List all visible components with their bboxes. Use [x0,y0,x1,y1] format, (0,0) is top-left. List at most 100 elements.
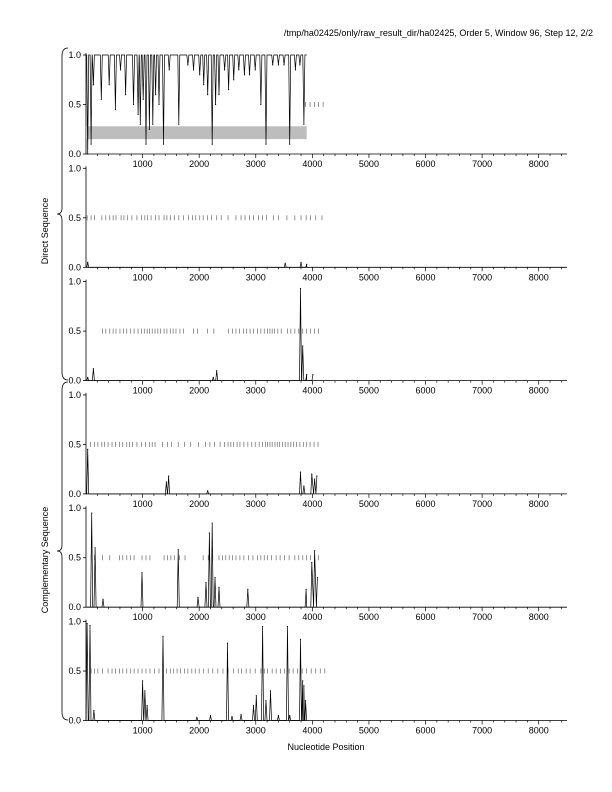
peak-point [238,69,240,71]
x-tick-label: 6000 [416,159,436,169]
peak-point [254,69,256,71]
peak-point [218,586,220,589]
x-tick-label: 7000 [472,386,492,396]
peak-point [142,98,144,101]
x-tick-label: 5000 [359,499,379,509]
peak-point [303,685,305,687]
peak-point [265,700,267,702]
x-tick-label: 1000 [133,612,153,622]
x-tick-label: 4000 [302,612,322,622]
x-tick-label: 8000 [529,726,549,736]
peak-point [294,69,296,71]
x-tick-label: 8000 [529,499,549,509]
peak-point [196,716,198,719]
x-tick-label: 7000 [472,159,492,169]
x-tick-label: 5000 [359,386,379,396]
y-tick-label: 0.5 [68,553,81,563]
x-tick-label: 3000 [246,726,266,736]
figure-header: /tmp/ha02425/only/raw_result_dir/ha02425… [283,28,593,38]
y-tick-label: 0.0 [68,489,81,499]
peak-point [316,475,318,477]
peak-point [146,705,148,707]
peak-point [300,261,302,263]
peak-point [119,69,122,71]
signal-line [86,262,308,268]
y-tick-label: 0.0 [68,149,81,159]
peak-point [93,710,95,712]
x-tick-label: 6000 [416,612,436,622]
peak-point [233,79,235,81]
signal-line [86,449,318,495]
panel-5: 0.0 0.5 1.0 1000 2000 3000 4000 5000 6000 7000 800… [68,503,567,622]
x-tick-label: 6000 [416,272,436,282]
peak-point [114,108,117,111]
shaded-band [86,126,307,140]
peak-point [314,478,316,480]
peak-point [102,598,104,600]
peak-point [311,562,313,564]
x-tick-label: 1000 [133,272,153,282]
x-tick-label: 3000 [246,386,266,396]
peak-point [302,680,304,682]
peak-point [247,588,249,590]
peak-point [203,84,205,86]
peak-point [211,143,213,145]
y-tick-label: 0.5 [68,213,81,223]
peak-point [132,103,135,106]
panel-4: 0.0 0.5 1.0 1000 2000 3000 4000 5000 6000 7000 800… [68,390,567,509]
y-tick-label: 0.0 [68,716,81,726]
peak-point [284,262,286,264]
y-tick-label: 0.0 [68,262,81,272]
y-tick-label: 0.0 [68,602,81,612]
peak-point [209,714,212,717]
peak-point [187,64,189,66]
x-tick-label: 7000 [472,272,492,282]
peak-point [141,680,144,682]
x-tick-label: 5000 [359,726,379,736]
x-tick-label: 1000 [133,386,153,396]
peak-point [212,377,214,379]
peak-point [255,695,257,697]
group-label-direct: Direct Sequence [40,197,50,265]
peak-point [303,123,305,125]
peak-point [214,576,216,579]
y-tick-label: 0.5 [68,666,81,676]
peak-point [248,74,251,76]
x-tick-label: 4000 [302,499,322,509]
y-tick-label: 0.5 [68,439,81,449]
x-tick-label: 6000 [416,726,436,736]
peak-point [231,715,233,718]
peak-point [158,103,160,106]
peak-point [283,64,285,66]
signal-line [85,623,307,721]
peak-point [92,368,94,370]
peak-point [299,64,301,66]
peak-point [228,89,230,91]
peak-point [91,512,93,514]
peak-point [299,287,302,290]
y-tick-label: 0.0 [68,376,81,386]
peak-point [303,485,305,487]
peak-point [87,377,89,379]
x-tick-label: 5000 [359,612,379,622]
group-label-complementary: Complementary Sequence [40,506,50,614]
peak-point [289,714,291,717]
peak-point [261,625,264,628]
x-tick-label: 2000 [189,386,209,396]
peak-point [90,143,92,145]
peak-point [226,642,229,644]
peak-point [269,690,272,692]
x-tick-label: 3000 [246,159,266,169]
signal-line [86,54,307,155]
x-tick-label: 7000 [472,612,492,622]
x-tick-label: 4000 [302,386,322,396]
peak-point [304,700,307,702]
y-tick-label: 1.0 [68,277,81,287]
peak-point [316,576,319,579]
y-tick-label: 1.0 [68,617,81,627]
peak-point [86,622,88,625]
peak-point [218,94,220,96]
x-tick-label: 2000 [189,272,209,282]
peak-point [207,94,209,96]
x-tick-label: 2000 [189,499,209,509]
